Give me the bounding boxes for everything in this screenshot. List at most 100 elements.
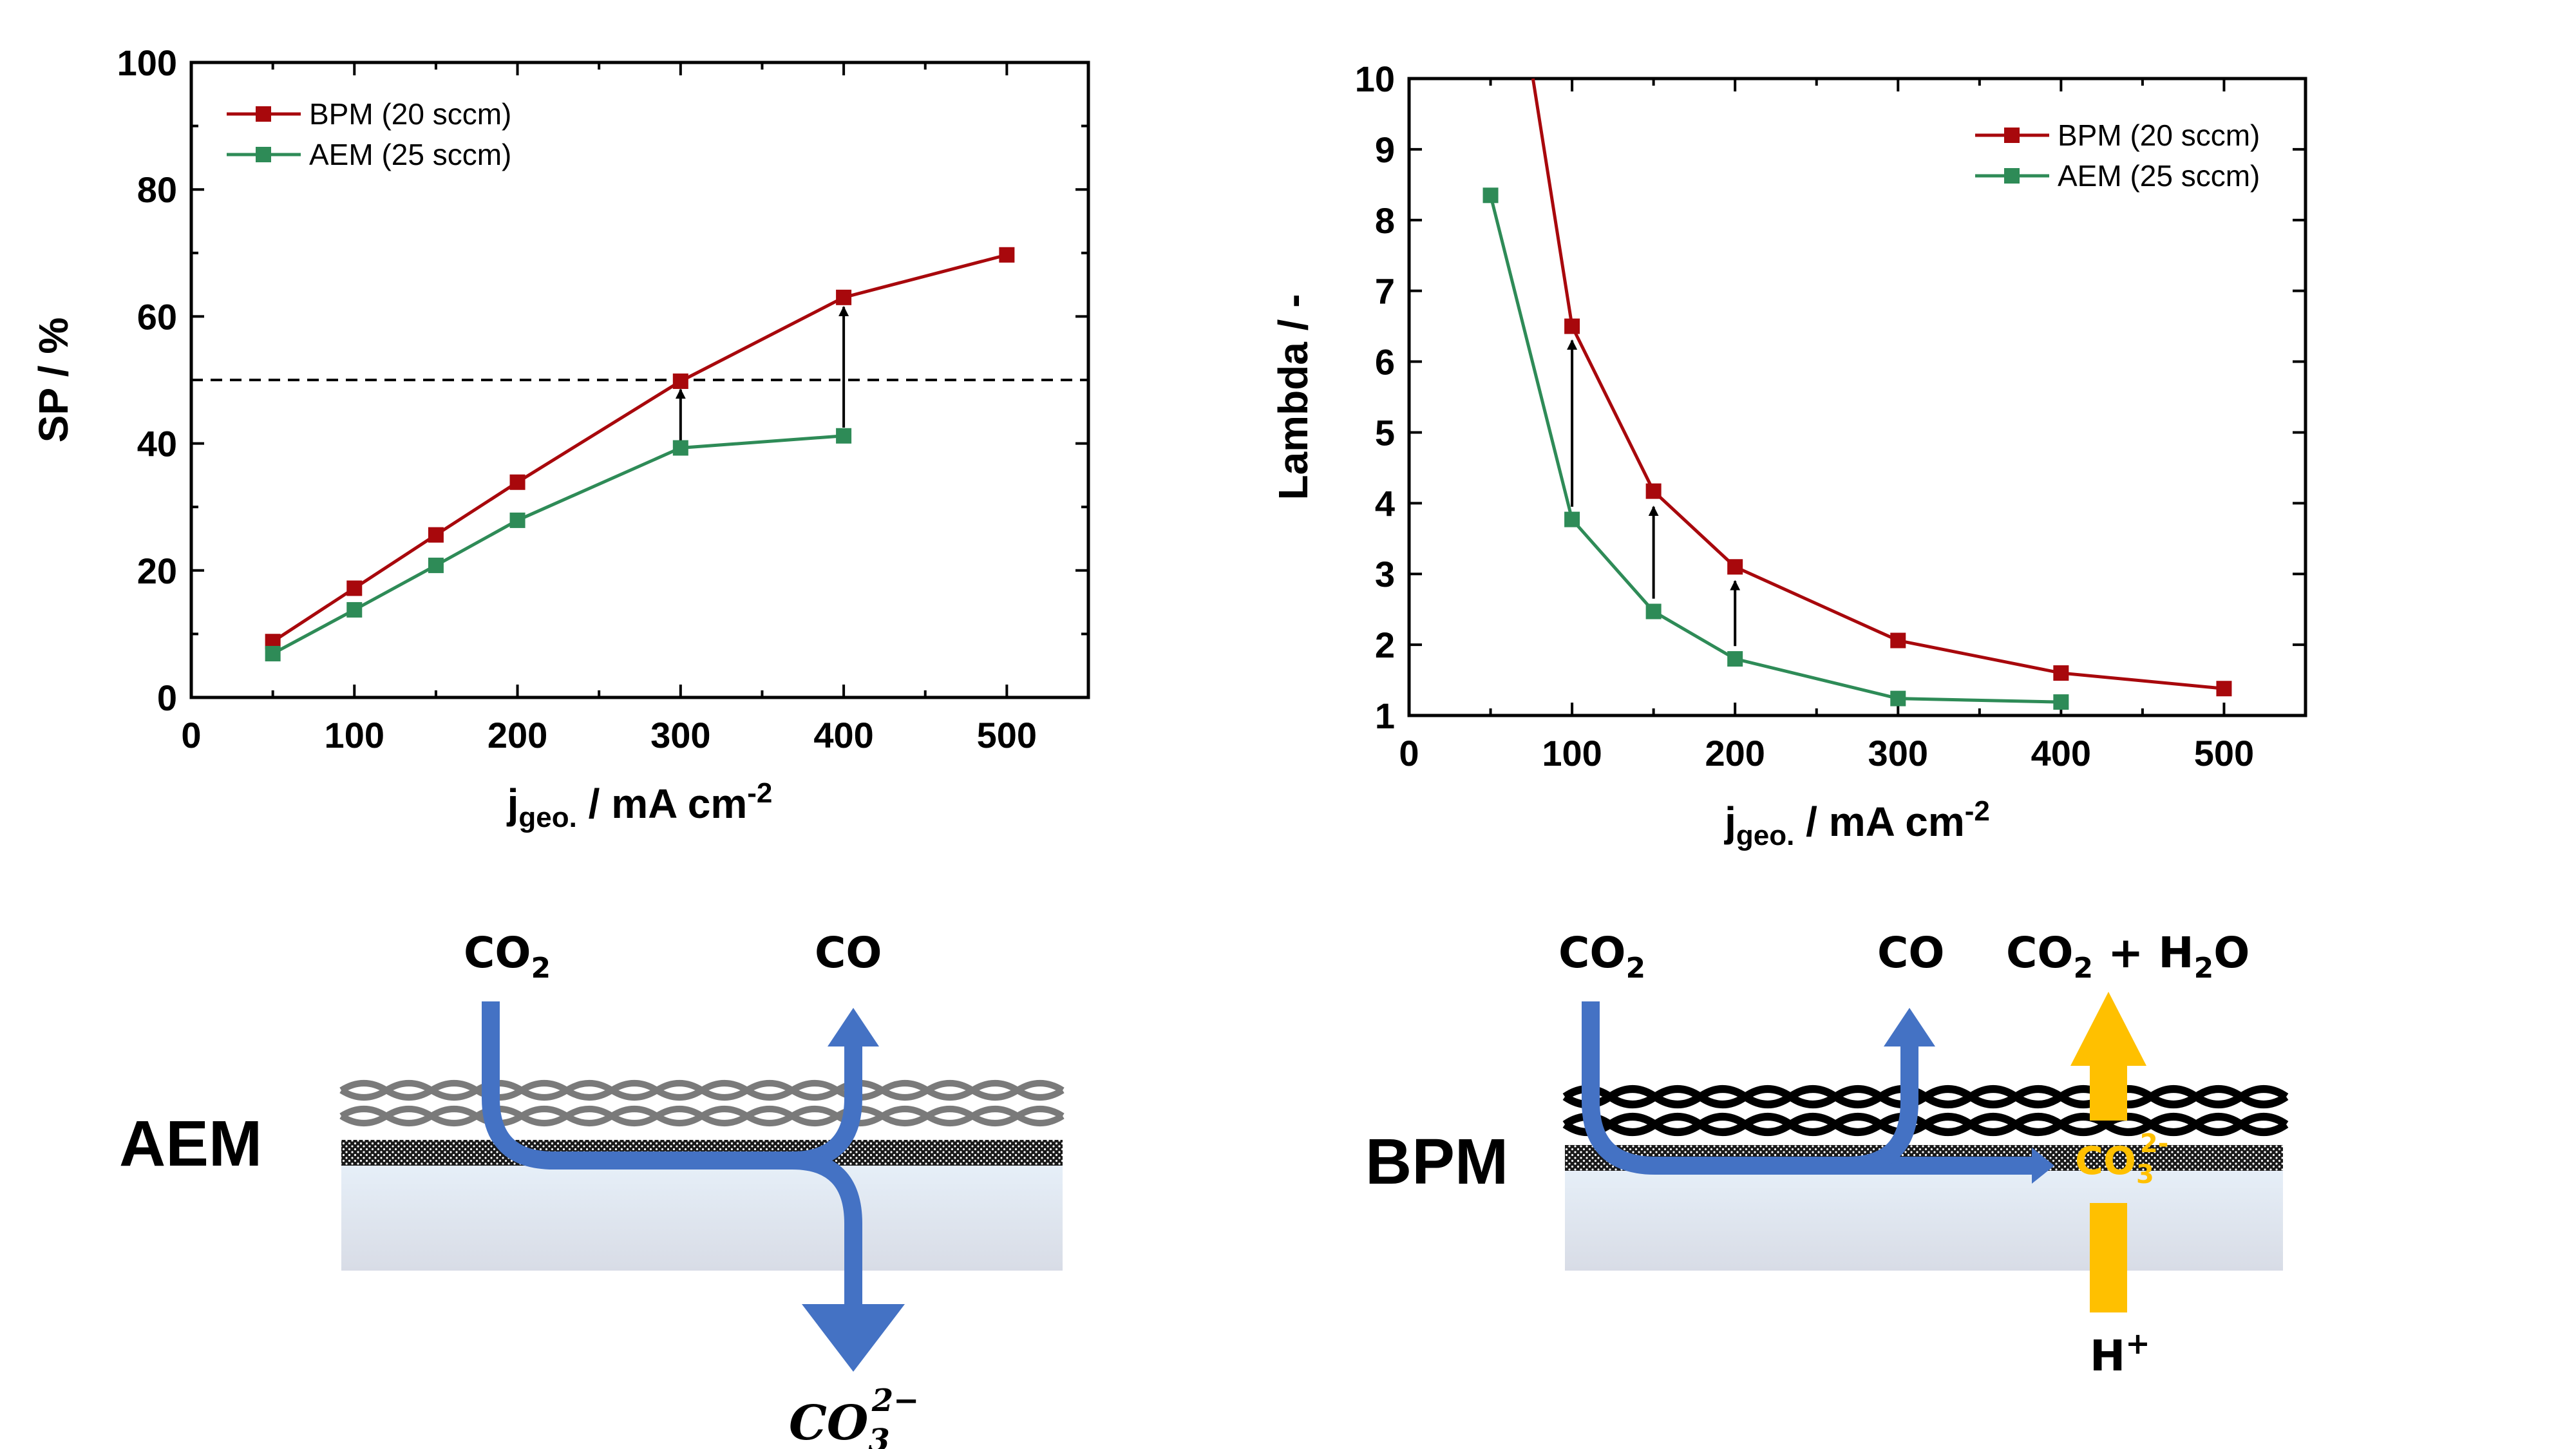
y-tick-label: 80 [137, 169, 177, 210]
data-point-bpm [999, 247, 1015, 263]
co-label: CO [1877, 928, 1945, 978]
legend-entry: BPM (20 sccm) [309, 97, 511, 131]
series-layer [265, 247, 1015, 661]
y-tick-label: 2 [1375, 625, 1395, 665]
product-label-a-sub: 2 [2074, 952, 2094, 985]
data-point-bpm [1890, 632, 1906, 649]
x-axis-label-main: j [1724, 799, 1736, 845]
proton-label-main: H [2090, 1331, 2125, 1381]
product-label-a: CO [2006, 928, 2074, 978]
axes-ticks: 0 100 200 300 400 500 0 20 40 60 80 100 [117, 43, 1090, 755]
x-axis-label-main: j [507, 781, 519, 827]
series-line-aem [272, 434, 844, 656]
co-arrowhead [828, 1008, 879, 1046]
co2-label-main: CO [464, 928, 531, 978]
series-layer [1482, 78, 2232, 710]
legend-marker [256, 106, 271, 122]
y-axis-label: SP / % [30, 317, 77, 442]
carbonate-label: CO32- [2075, 1129, 2168, 1189]
x-tick-label: 500 [977, 715, 1037, 755]
product-label-c: O [2213, 928, 2249, 978]
x-tick-label: 100 [1542, 733, 1602, 773]
x-tick-label: 0 [1399, 733, 1419, 773]
x-tick-label: 500 [2194, 733, 2254, 773]
axes-ticks: 0 100 200 300 400 500 1 2 3 4 5 6 7 8 9 10 [1355, 59, 2307, 773]
data-point-aem [1727, 651, 1743, 667]
y-tick-label: 40 [137, 424, 177, 464]
legend: BPM (20 sccm) AEM (25 sccm) [227, 97, 511, 171]
gas-diffusion-mesh [339, 1080, 1065, 1126]
membrane [1565, 1169, 2283, 1271]
annotation-arrows [1567, 339, 1741, 647]
co2-label-sub: 2 [531, 952, 551, 985]
data-point-bpm [672, 373, 688, 389]
series-line-aem [1489, 194, 2061, 704]
flow-arrows [1582, 1001, 2035, 1175]
x-axis-label: jgeo. / mA cm-2 [507, 777, 773, 833]
x-tick-label: 200 [488, 715, 547, 755]
y-tick-label: 0 [157, 677, 177, 718]
y-tick-label: 60 [137, 296, 177, 337]
proton-flux [2090, 1203, 2127, 1312]
series-line-bpm [272, 253, 1007, 643]
lambda-chart: 0 100 200 300 400 500 1 2 3 4 5 6 7 8 9 10 BPM (20 sccm… [1270, 59, 2307, 851]
co2-label: CO2 [464, 928, 551, 985]
data-point-bpm [428, 527, 444, 543]
y-tick-label: 9 [1375, 129, 1395, 170]
product-label-b-sub: 2 [2194, 952, 2214, 985]
membrane-label: AEM [119, 1108, 262, 1180]
y-tick-label: 8 [1375, 200, 1395, 241]
data-point-aem [1482, 187, 1499, 204]
y-tick-label: 4 [1375, 483, 1395, 524]
carbonate-label-main: CO [2075, 1139, 2136, 1184]
carbonate-label-sub: 3 [868, 1423, 889, 1449]
x-axis-label-rest: / mA cm [577, 781, 747, 827]
y-tick-label: 20 [137, 551, 177, 591]
plot-frame [1407, 77, 2307, 717]
co2-label: CO2 [1558, 928, 1645, 985]
y-tick-label: 7 [1375, 271, 1395, 312]
data-point-bpm [836, 289, 852, 305]
x-tick-label: 300 [1868, 733, 1928, 773]
x-axis-label-sub: geo. [518, 802, 576, 833]
data-point-bpm [509, 474, 526, 490]
y-tick-label: 6 [1375, 342, 1395, 383]
carbonate-label-main: CO [789, 1396, 868, 1449]
carbonate-label: CO3 2− [789, 1383, 919, 1449]
legend-marker [256, 147, 271, 162]
x-axis-label: jgeo. / mA cm-2 [1724, 795, 1990, 851]
annotation-arrows [675, 306, 849, 440]
data-point-aem [1564, 511, 1580, 527]
x-axis-label-sup: -2 [747, 777, 772, 809]
data-point-aem [1645, 603, 1662, 620]
x-axis-label-rest: / mA cm [1794, 799, 1964, 845]
co2-label-sub: 2 [1626, 952, 1646, 985]
sp-chart: 0 100 200 300 400 500 0 20 40 60 80 100 BPM (20 scc… [30, 43, 1090, 833]
data-point-aem [346, 601, 363, 618]
aem-diagram: AEM CO2 CO CO32− [119, 928, 1065, 1449]
y-tick-label: 1 [1375, 696, 1395, 736]
x-tick-label: 100 [325, 715, 384, 755]
co-label: CO [815, 928, 882, 978]
data-point-aem [428, 557, 444, 573]
product-label-plus: + H [2093, 928, 2194, 978]
x-tick-label: 400 [813, 715, 873, 755]
legend-marker [2004, 168, 2020, 184]
data-point-bpm [1564, 318, 1580, 334]
y-tick-label: 3 [1375, 554, 1395, 594]
x-axis-label-sup: -2 [1965, 795, 1990, 827]
data-point-aem [2053, 694, 2069, 710]
flow-arrows [482, 1001, 862, 1307]
data-point-aem [836, 428, 852, 444]
y-tick-label: 5 [1375, 412, 1395, 453]
co2-release-shaft [2090, 1063, 2127, 1121]
proton-label: H+ [2090, 1326, 2150, 1381]
legend-entry: BPM (20 sccm) [2058, 118, 2260, 152]
data-point-aem [265, 645, 281, 661]
membrane [341, 1164, 1063, 1271]
data-point-aem [1890, 690, 1906, 706]
y-tick-label: 100 [117, 43, 177, 83]
data-point-bpm [1727, 559, 1743, 575]
data-point-bpm [2216, 681, 2232, 697]
